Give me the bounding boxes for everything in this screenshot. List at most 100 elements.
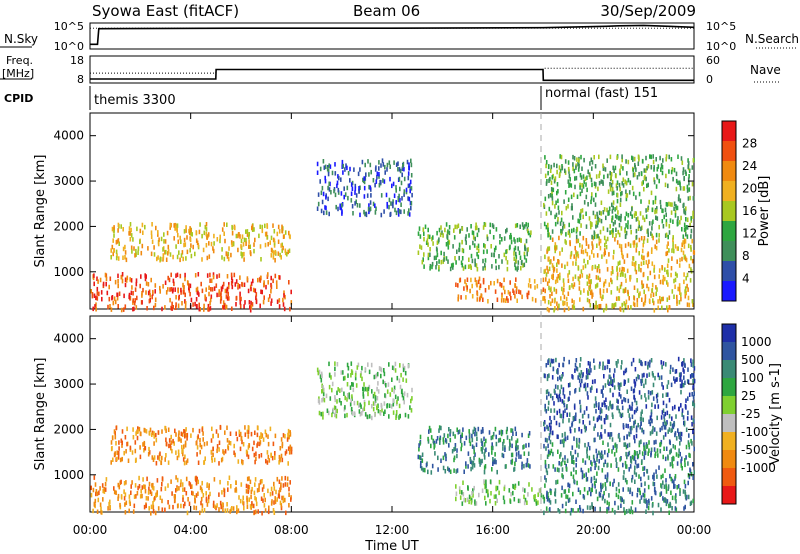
power-y-label: Slant Range [km] <box>33 155 48 268</box>
scatter-cell <box>605 415 607 420</box>
scatter-cell <box>617 405 619 411</box>
scatter-cell <box>610 172 613 177</box>
scatter-cell <box>641 427 643 433</box>
scatter-cell <box>346 397 348 402</box>
scatter-cell <box>467 264 470 269</box>
scatter-cell <box>488 452 490 457</box>
scatter-cell <box>471 460 473 466</box>
scatter-cell <box>575 366 578 371</box>
scatter-cell <box>554 242 557 247</box>
scatter-cell <box>223 222 225 227</box>
scatter-cell <box>110 248 112 253</box>
scatter-cell <box>596 304 599 310</box>
scatter-cell <box>260 257 262 262</box>
scatter-cell <box>640 226 642 232</box>
scatter-cell <box>422 227 425 232</box>
scatter-cell <box>263 493 265 498</box>
scatter-cell <box>126 441 128 447</box>
scatter-cell <box>143 484 145 489</box>
scatter-cell <box>625 223 627 228</box>
scatter-cell <box>363 209 365 215</box>
scatter-cell <box>546 395 548 400</box>
scatter-cell <box>289 306 291 312</box>
scatter-cell <box>320 378 323 383</box>
scatter-cell <box>578 164 580 169</box>
scatter-cell <box>607 359 609 364</box>
scatter-cell <box>645 509 647 514</box>
scatter-cell <box>235 295 238 301</box>
scatter-cell <box>625 444 628 450</box>
scatter-cell <box>234 282 237 287</box>
scatter-cell <box>606 227 609 233</box>
scatter-cell <box>117 493 120 499</box>
scatter-cell <box>145 290 147 295</box>
freq-tick-bottom: 8 <box>77 73 84 86</box>
scatter-cell <box>555 420 558 426</box>
scatter-cell <box>185 491 188 496</box>
scatter-cell <box>429 247 431 252</box>
scatter-cell <box>561 247 563 252</box>
scatter-cell <box>648 363 651 368</box>
scatter-cell <box>543 496 546 502</box>
scatter-cell <box>223 450 225 456</box>
scatter-cell <box>660 415 663 420</box>
scatter-cell <box>276 497 278 502</box>
scatter-cell <box>394 368 397 373</box>
scatter-cell <box>224 449 227 454</box>
scatter-cell <box>241 252 244 257</box>
scatter-cell <box>212 452 214 458</box>
scatter-cell <box>684 239 687 244</box>
scatter-cell <box>586 476 589 482</box>
scatter-cell <box>455 260 457 265</box>
scatter-cell <box>569 390 571 396</box>
scatter-cell <box>549 287 552 293</box>
scatter-cell <box>602 166 605 171</box>
scatter-cell <box>196 286 199 292</box>
scatter-cell <box>153 434 155 439</box>
scatter-cell <box>153 252 156 257</box>
scatter-cell <box>605 486 607 491</box>
scatter-cell <box>650 358 653 363</box>
scatter-cell <box>558 509 561 514</box>
scatter-cell <box>588 487 591 492</box>
scatter-cell <box>587 202 589 207</box>
scatter-cell <box>235 480 237 485</box>
scatter-cell <box>671 202 673 207</box>
y-tick-label: 2000 <box>53 422 84 436</box>
scatter-cell <box>96 286 99 292</box>
scatter-cell <box>120 479 122 485</box>
scatter-cell <box>618 437 621 443</box>
scatter-cell <box>248 239 250 244</box>
scatter-cell <box>181 444 183 450</box>
scatter-cell <box>337 190 340 195</box>
scatter-cell <box>110 255 112 260</box>
scatter-cell <box>609 170 611 176</box>
scatter-cell <box>620 213 622 219</box>
scatter-cell <box>598 405 600 410</box>
scatter-cell <box>683 244 686 249</box>
scatter-cell <box>690 358 692 363</box>
scatter-cell <box>389 176 391 182</box>
scatter-cell <box>419 434 422 440</box>
scatter-cell <box>186 458 189 463</box>
scatter-cell <box>565 240 567 245</box>
scatter-cell <box>585 238 588 243</box>
scatter-cell <box>640 482 643 488</box>
scatter-cell <box>125 278 128 283</box>
scatter-cell <box>173 441 175 446</box>
scatter-cell <box>632 357 635 363</box>
scatter-cell <box>546 490 548 496</box>
scatter-cell <box>657 299 659 304</box>
scatter-cell <box>123 481 126 486</box>
scatter-cell <box>672 240 674 246</box>
scatter-cell <box>190 231 192 236</box>
scatter-cell <box>572 215 574 220</box>
scatter-cell <box>580 175 583 180</box>
scatter-cell <box>183 429 185 434</box>
scatter-cell <box>546 179 548 184</box>
y-tick-label: 1000 <box>53 468 84 482</box>
scatter-cell <box>165 257 168 262</box>
scatter-cell <box>622 423 625 428</box>
scatter-cell <box>610 271 613 276</box>
x-tick-label: 12:00 <box>375 523 410 537</box>
